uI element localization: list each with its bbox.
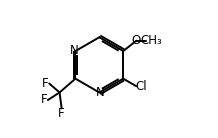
Text: CH₃: CH₃ <box>140 34 162 47</box>
Text: Cl: Cl <box>135 80 147 93</box>
Text: F: F <box>42 77 49 90</box>
Text: F: F <box>41 93 47 106</box>
Text: O: O <box>132 34 141 47</box>
Text: N: N <box>70 44 79 57</box>
Text: F: F <box>58 107 65 120</box>
Text: N: N <box>96 86 104 99</box>
